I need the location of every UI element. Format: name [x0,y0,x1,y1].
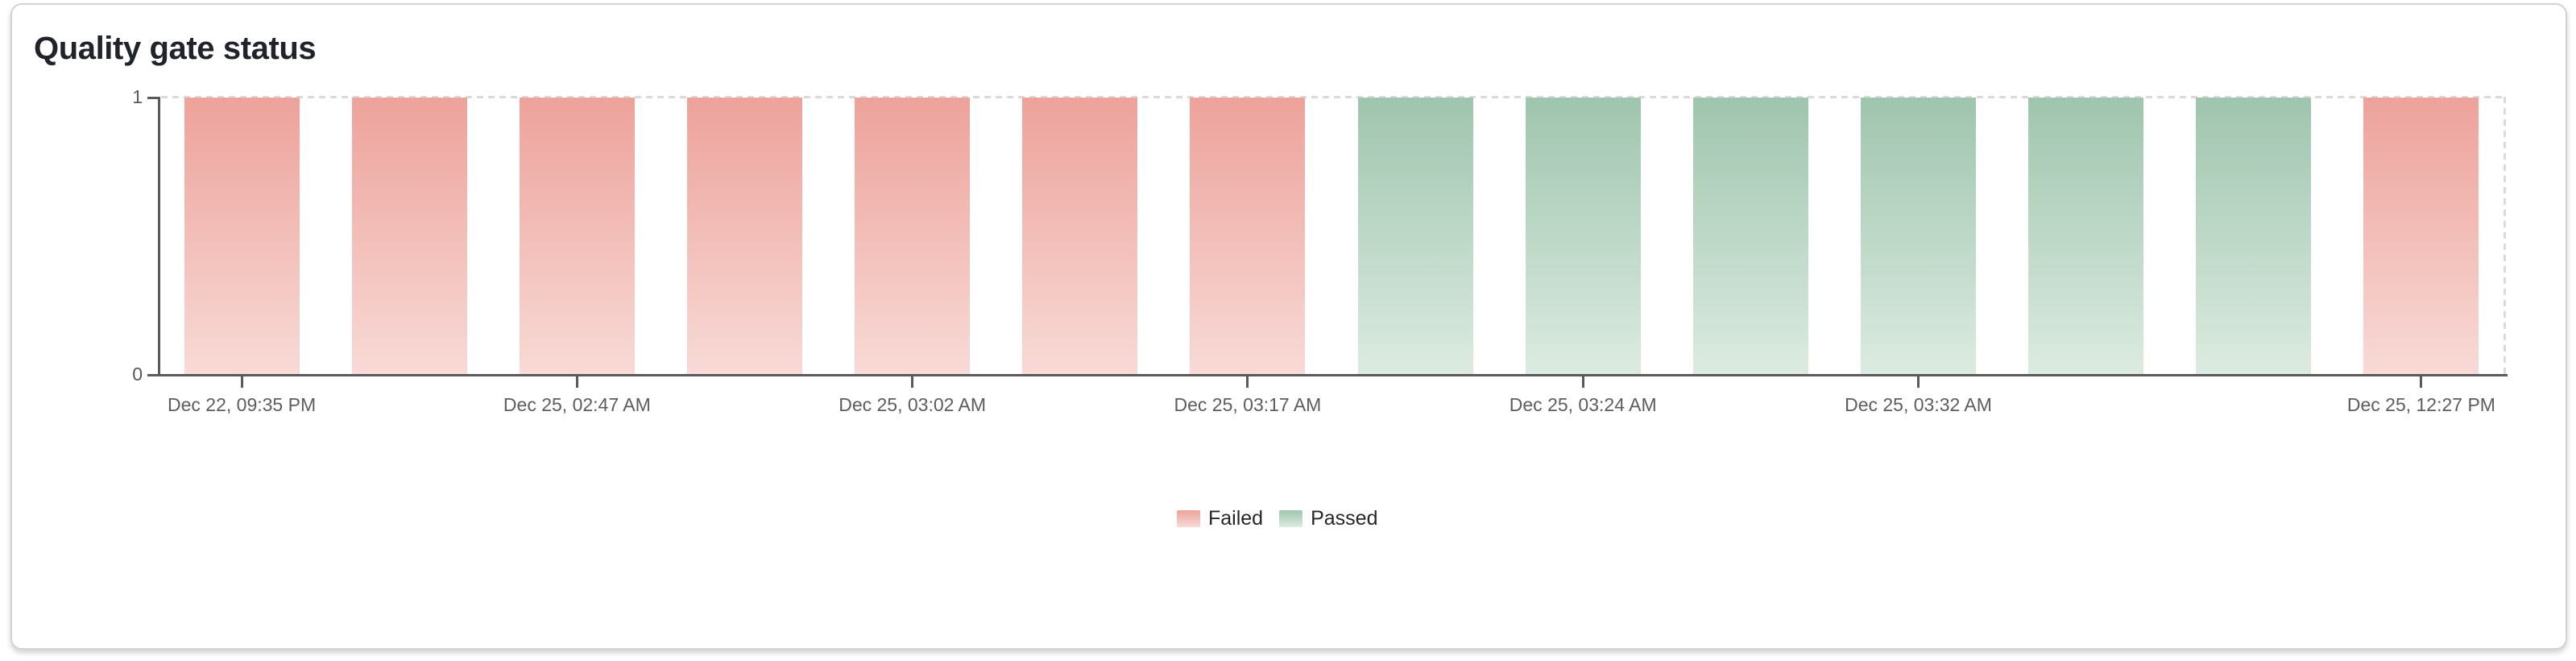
gridline-y1 [161,96,2504,98]
bar-failed[interactable] [519,98,635,374]
x-axis-label: Dec 25, 03:24 AM [1509,394,1657,415]
legend-item-passed[interactable]: Passed [1279,507,1377,530]
bar-passed[interactable] [2028,98,2144,374]
card-title: Quality gate status [34,31,317,66]
chart-legend: Failed Passed [1177,507,1377,530]
x-axis-label: Dec 25, 03:17 AM [1174,394,1322,415]
x-axis-tick [1246,376,1249,388]
legend-swatch-failed [1177,510,1200,527]
x-axis-label: Dec 25, 03:02 AM [839,394,987,415]
x-axis-tick [1581,376,1584,388]
x-axis-tick [911,376,914,388]
bar-failed[interactable] [855,98,971,374]
y-axis-tick-1 [147,97,159,99]
x-axis-tick [1917,376,1920,388]
x-axis-tick [2420,376,2423,388]
x-axis-label: Dec 25, 02:47 AM [503,394,651,415]
x-axis-line [158,374,2508,376]
legend-label-failed: Failed [1208,507,1264,530]
bar-failed[interactable] [351,98,467,374]
legend-label-passed: Passed [1311,507,1378,530]
bar-failed[interactable] [1022,98,1138,374]
bar-failed[interactable] [687,98,802,374]
bar-failed[interactable] [1190,98,1306,374]
bar-failed[interactable] [184,98,300,374]
x-axis-label: Dec 25, 12:27 PM [2346,394,2495,415]
plot-right-boundary-line [2504,97,2506,376]
y-axis-line [158,97,160,376]
bar-passed[interactable] [1357,98,1473,374]
x-axis-tick [240,376,243,388]
y-axis-tick-0 [147,374,159,376]
y-axis-label-1: 1 [132,86,143,107]
bar-passed[interactable] [2196,98,2312,374]
bar-passed[interactable] [1861,98,1976,374]
x-axis-label: Dec 22, 09:35 PM [168,394,317,415]
legend-item-failed[interactable]: Failed [1177,507,1263,530]
bar-passed[interactable] [1692,98,1808,374]
legend-swatch-passed [1279,510,1303,527]
bar-failed[interactable] [2363,98,2479,374]
x-axis-label: Dec 25, 03:32 AM [1845,394,1992,415]
y-axis-label-0: 0 [132,364,143,385]
bar-passed[interactable] [1525,98,1641,374]
x-axis-tick [575,376,578,388]
